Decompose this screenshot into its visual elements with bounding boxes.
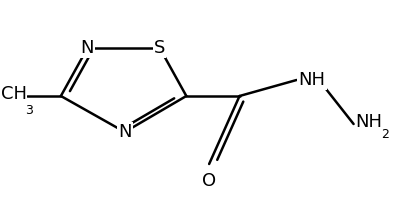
Text: 3: 3 [25, 104, 33, 116]
Text: 2: 2 [381, 129, 389, 142]
Text: S: S [154, 39, 165, 57]
Text: O: O [202, 172, 216, 190]
Text: NH: NH [299, 71, 326, 89]
Text: CH: CH [1, 85, 27, 103]
Text: N: N [118, 123, 131, 141]
Text: NH: NH [355, 113, 382, 131]
Text: N: N [81, 39, 94, 57]
